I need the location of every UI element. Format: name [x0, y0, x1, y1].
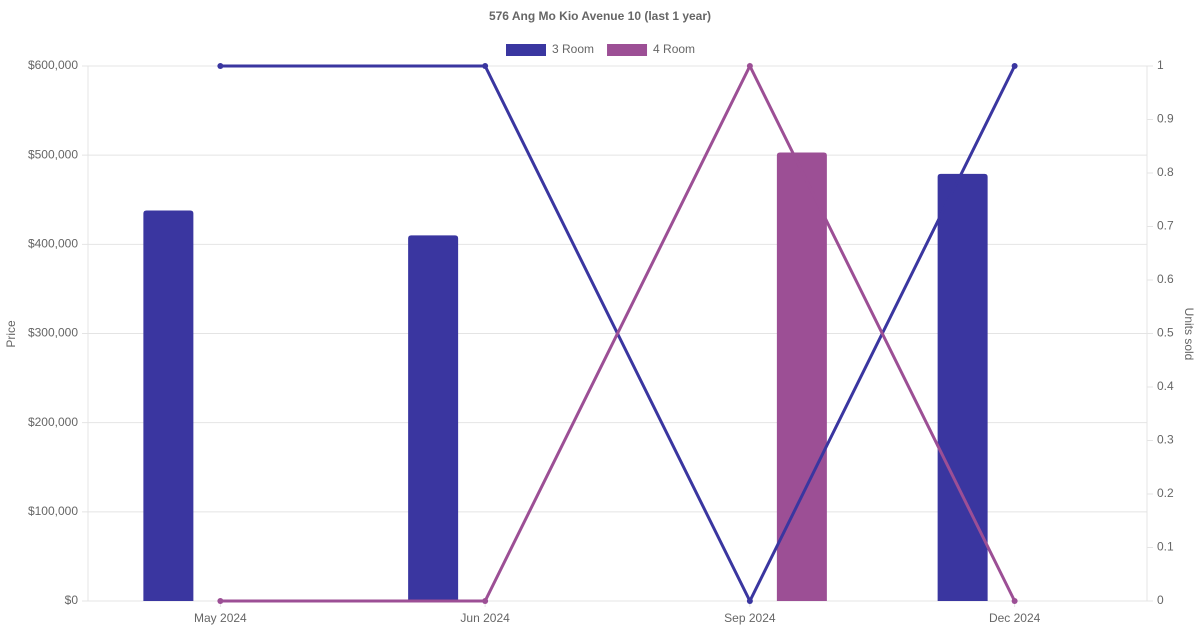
point: [217, 598, 224, 604]
legend-swatch: [506, 44, 546, 56]
legend-label: 4 Room: [653, 42, 695, 56]
y-tick-label: $0: [65, 593, 79, 607]
point: [1011, 598, 1018, 604]
bar: [408, 235, 459, 601]
y2-tick-label: 0.1: [1157, 540, 1174, 554]
bar: [776, 152, 827, 601]
y2-tick-label: 0.5: [1157, 326, 1174, 340]
y2-axis-label: Units sold: [1182, 308, 1196, 361]
y2-tick-label: 0.9: [1157, 112, 1174, 126]
y-tick-label: $100,000: [28, 504, 78, 518]
y2-tick-label: 0.7: [1157, 219, 1174, 233]
bar: [143, 210, 194, 601]
y-tick-label: $300,000: [28, 326, 78, 340]
y2-tick-label: 0.6: [1157, 272, 1174, 286]
point: [217, 63, 224, 69]
x-tick-label: May 2024: [194, 611, 247, 625]
y2-tick-label: 0.3: [1157, 433, 1174, 447]
y-tick-label: $400,000: [28, 237, 78, 251]
bar: [937, 173, 988, 601]
x-tick-label: Dec 2024: [989, 611, 1041, 625]
legend-label: 3 Room: [552, 42, 594, 56]
x-tick-label: Jun 2024: [460, 611, 510, 625]
y2-tick-label: 0.8: [1157, 165, 1174, 179]
chart-title: 576 Ang Mo Kio Avenue 10 (last 1 year): [489, 9, 711, 23]
y-tick-label: $600,000: [28, 58, 78, 72]
y2-tick-label: 1: [1157, 58, 1164, 72]
x-tick-label: Sep 2024: [724, 611, 776, 625]
legend-swatch: [607, 44, 648, 56]
y2-tick-label: 0.4: [1157, 379, 1174, 393]
y2-tick-label: 0: [1157, 593, 1164, 607]
y-tick-label: $200,000: [28, 415, 78, 429]
point: [482, 598, 489, 604]
point: [1011, 63, 1018, 69]
y2-tick-label: 0.2: [1157, 486, 1174, 500]
point: [746, 63, 753, 69]
y-axis-label: Price: [4, 320, 18, 348]
line: [220, 62, 1016, 603]
y-tick-label: $500,000: [28, 147, 78, 161]
point: [746, 598, 753, 604]
point: [482, 63, 489, 69]
